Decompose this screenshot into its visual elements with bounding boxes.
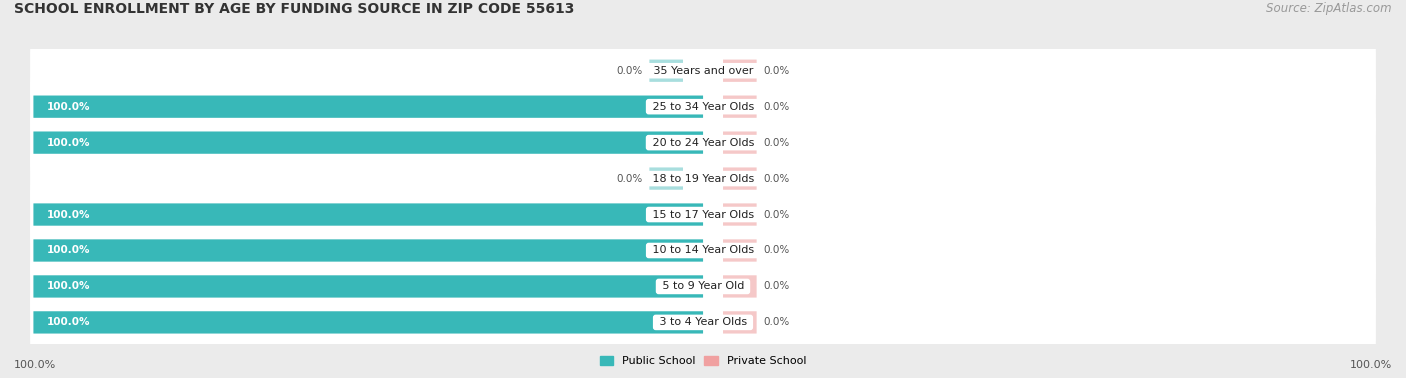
Text: 100.0%: 100.0%	[46, 138, 90, 148]
FancyBboxPatch shape	[34, 132, 703, 154]
Text: 100.0%: 100.0%	[46, 245, 90, 256]
FancyBboxPatch shape	[30, 179, 1376, 250]
FancyBboxPatch shape	[34, 275, 703, 297]
Text: 20 to 24 Year Olds: 20 to 24 Year Olds	[648, 138, 758, 148]
Text: 0.0%: 0.0%	[763, 318, 790, 327]
FancyBboxPatch shape	[30, 287, 1376, 358]
Text: Source: ZipAtlas.com: Source: ZipAtlas.com	[1267, 2, 1392, 15]
Text: 0.0%: 0.0%	[763, 174, 790, 184]
Text: 100.0%: 100.0%	[46, 102, 90, 112]
Text: 15 to 17 Year Olds: 15 to 17 Year Olds	[648, 209, 758, 220]
FancyBboxPatch shape	[30, 143, 1376, 214]
Text: 3 to 4 Year Olds: 3 to 4 Year Olds	[655, 318, 751, 327]
FancyBboxPatch shape	[650, 60, 683, 82]
FancyBboxPatch shape	[723, 60, 756, 82]
FancyBboxPatch shape	[30, 107, 1376, 178]
Text: 0.0%: 0.0%	[763, 209, 790, 220]
Text: 5 to 9 Year Old: 5 to 9 Year Old	[658, 282, 748, 291]
Text: 0.0%: 0.0%	[763, 66, 790, 76]
FancyBboxPatch shape	[34, 203, 703, 226]
FancyBboxPatch shape	[723, 239, 756, 262]
FancyBboxPatch shape	[34, 311, 703, 333]
Text: 35 Years and over: 35 Years and over	[650, 66, 756, 76]
Text: 0.0%: 0.0%	[763, 138, 790, 148]
FancyBboxPatch shape	[30, 251, 1376, 322]
FancyBboxPatch shape	[650, 167, 683, 190]
FancyBboxPatch shape	[723, 275, 756, 297]
Text: 0.0%: 0.0%	[763, 102, 790, 112]
Text: 100.0%: 100.0%	[46, 318, 90, 327]
Text: 100.0%: 100.0%	[46, 209, 90, 220]
Text: 10 to 14 Year Olds: 10 to 14 Year Olds	[648, 245, 758, 256]
FancyBboxPatch shape	[30, 36, 1376, 106]
FancyBboxPatch shape	[723, 132, 756, 154]
Text: SCHOOL ENROLLMENT BY AGE BY FUNDING SOURCE IN ZIP CODE 55613: SCHOOL ENROLLMENT BY AGE BY FUNDING SOUR…	[14, 2, 575, 16]
FancyBboxPatch shape	[34, 96, 703, 118]
FancyBboxPatch shape	[723, 203, 756, 226]
FancyBboxPatch shape	[723, 311, 756, 333]
FancyBboxPatch shape	[34, 239, 703, 262]
Text: 25 to 34 Year Olds: 25 to 34 Year Olds	[648, 102, 758, 112]
FancyBboxPatch shape	[30, 215, 1376, 286]
Legend: Public School, Private School: Public School, Private School	[595, 352, 811, 371]
Text: 18 to 19 Year Olds: 18 to 19 Year Olds	[648, 174, 758, 184]
Text: 0.0%: 0.0%	[616, 174, 643, 184]
Text: 0.0%: 0.0%	[763, 282, 790, 291]
Text: 0.0%: 0.0%	[616, 66, 643, 76]
FancyBboxPatch shape	[30, 71, 1376, 142]
FancyBboxPatch shape	[723, 167, 756, 190]
Text: 100.0%: 100.0%	[1350, 361, 1392, 370]
Text: 100.0%: 100.0%	[14, 361, 56, 370]
Text: 100.0%: 100.0%	[46, 282, 90, 291]
FancyBboxPatch shape	[723, 96, 756, 118]
Text: 0.0%: 0.0%	[763, 245, 790, 256]
